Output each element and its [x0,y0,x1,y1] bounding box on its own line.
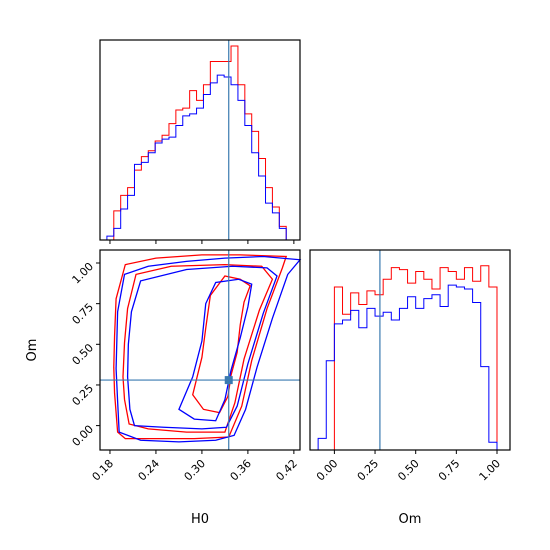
contour-series-2-level-1 [115,255,302,443]
joint-y-tick-label-3: 0.75 [70,301,97,328]
histogram-series-1 [318,265,498,451]
joint-y-tick-label-2: 0.50 [70,341,97,368]
joint-contour-panel: 0.18 0.24 0.30 0.36 0.42 0.00 0.25 0.50 0.75 1.0… [25,249,302,527]
om-histogram-frame [309,249,511,451]
joint-x-tick-label-2: 0.30 [182,457,209,484]
joint-x-tick-label-3: 0.36 [227,457,254,484]
histogram-series-2 [100,74,300,241]
contour-series-1-level-2 [122,263,274,433]
histogram-series-1 [100,45,300,241]
joint-x-tick-label-0: 0.18 [90,457,117,484]
om-x-tick-label-1: 0.25 [355,457,382,484]
joint-x-ticks: 0.18 0.24 0.30 0.36 0.42 [90,450,300,483]
contour-series-2-level-3 [178,278,253,422]
joint-y-tick-label-1: 0.25 [70,382,97,409]
om-x-tick-label-0: 0.00 [314,457,341,484]
contour-series-1-level-3 [192,275,251,414]
joint-contour-series-group [113,254,302,443]
h0-histogram-frame [99,39,301,241]
om-x-tick-label-4: 1.00 [477,457,504,484]
histogram-series-2 [317,284,498,450]
contour-series-1-level-1 [113,254,288,440]
joint-x-tick-label-1: 0.24 [136,457,163,484]
joint-x-tick-label-4: 0.42 [273,457,300,484]
h0-histogram-ticks [109,240,295,244]
h0-histogram-series-group [100,45,300,241]
joint-y-tick-label-4: 1.00 [70,260,97,287]
joint-contour-frame [99,249,301,451]
joint-y-tick-label-0: 0.00 [70,423,97,450]
x-axis-label: H0 [191,512,209,527]
contour-series-2-level-2 [126,265,278,430]
joint-y-ticks: 0.00 0.25 0.50 0.75 1.00 [70,260,100,449]
y-axis-label: Om [25,339,40,362]
om-histogram-series-group [317,265,498,451]
om-x-axis-label: Om [399,512,422,527]
om-x-ticks: 0.00 0.25 0.50 0.75 1.00 [314,450,503,483]
h0-histogram-panel [99,39,301,244]
truth-marker [224,376,233,385]
om-histogram-panel: 0.00 0.25 0.50 0.75 1.00 Om [309,249,511,527]
om-x-tick-label-3: 0.75 [436,457,463,484]
om-x-tick-label-2: 0.50 [395,457,422,484]
